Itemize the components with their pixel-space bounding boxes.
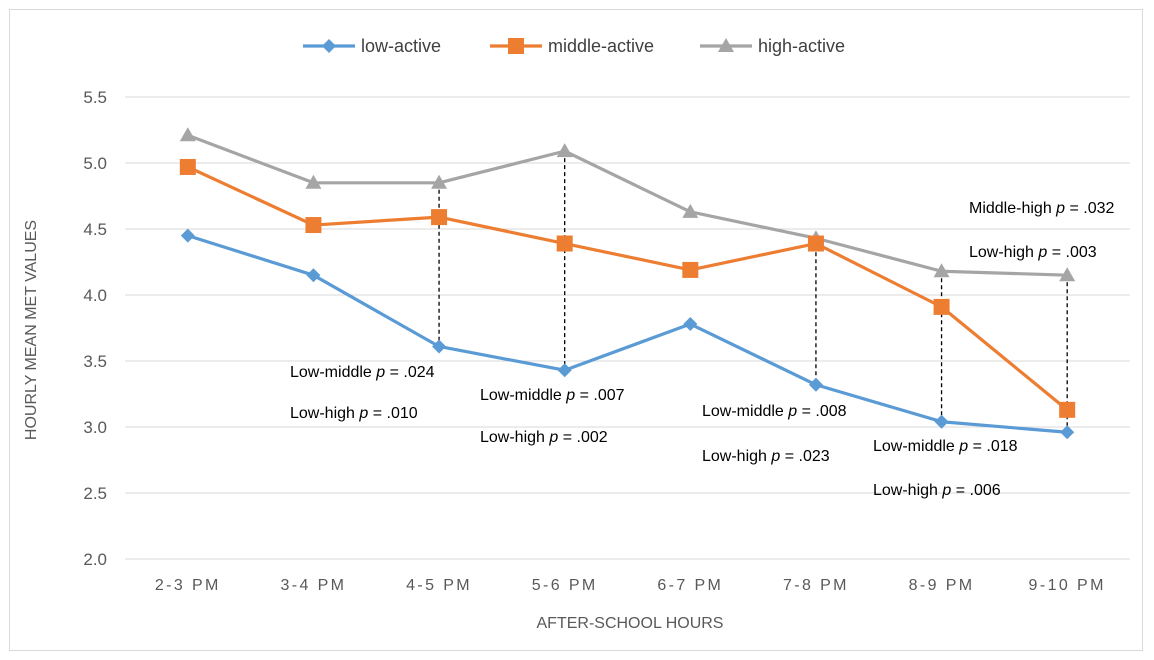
x-tick-label: 5-6 PM	[532, 577, 598, 594]
data-point	[305, 174, 322, 189]
data-point	[180, 228, 195, 243]
x-tick-label: 6-7 PM	[657, 577, 723, 594]
y-tick-label: 3.5	[83, 352, 107, 371]
annotation-text: Low-high p = .023	[702, 448, 830, 465]
series-line	[187, 133, 1068, 277]
x-tick-label: 2-3 PM	[155, 577, 221, 594]
x-tick-label: 3-4 PM	[280, 577, 346, 594]
data-series	[179, 127, 1076, 440]
series-low-active	[180, 228, 1075, 440]
data-point	[305, 217, 322, 234]
y-tick-label: 2.5	[83, 484, 107, 503]
y-axis-ticks: 2.0 2.5 3.0 3.5 4.0 4.5 5.0 5.5	[83, 88, 107, 569]
series-line	[187, 234, 1068, 434]
legend-label: high-active	[758, 36, 845, 56]
gridlines	[125, 96, 1130, 560]
chart-frame	[9, 9, 1143, 651]
data-point	[431, 174, 448, 189]
data-point	[807, 235, 824, 252]
x-tick-label: 4-5 PM	[406, 577, 472, 594]
legend-entry-low-active: low-active	[303, 36, 441, 56]
series-middle-active	[179, 158, 1076, 418]
legend-entry-high-active: high-active	[700, 36, 845, 56]
data-point	[431, 209, 448, 226]
annotation-text: Low-middle p = .007	[480, 387, 625, 404]
data-point	[557, 363, 572, 378]
legend-marker	[322, 39, 336, 53]
data-point	[683, 317, 698, 332]
data-point	[179, 127, 196, 142]
annotation-text: Low-middle p = .008	[702, 403, 847, 420]
legend-marker	[718, 38, 734, 52]
legend-label: low-active	[361, 36, 441, 56]
annotation-text: Low-high p = .003	[969, 244, 1097, 261]
data-point	[306, 268, 321, 283]
data-point	[1059, 267, 1076, 282]
data-point	[1059, 401, 1076, 418]
data-point	[1060, 425, 1075, 440]
data-point	[432, 339, 447, 354]
y-tick-label: 2.0	[83, 550, 107, 569]
y-tick-label: 4.5	[83, 220, 107, 239]
legend-label: middle-active	[548, 36, 654, 56]
annotation-text: Low-middle p = .024	[290, 364, 435, 381]
significance-annotations: Low-middle p = .024 Low-high p = .010 Low-…	[290, 200, 1115, 499]
data-point	[933, 298, 950, 315]
legend: low-active middle-active high-active	[303, 36, 845, 56]
data-point	[179, 158, 196, 175]
y-tick-label: 5.5	[83, 88, 107, 107]
significance-droplines	[438, 151, 1068, 433]
annotation-text: Middle-high p = .032	[969, 200, 1115, 217]
x-tick-label: 7-8 PM	[783, 577, 849, 594]
data-point	[556, 143, 573, 158]
legend-marker	[508, 38, 524, 54]
x-axis-ticks: 2-3 PM 3-4 PM 4-5 PM 5-6 PM 6-7 PM 7-8 PM 8-9 …	[155, 577, 1106, 594]
series-line	[187, 165, 1069, 412]
y-tick-label: 5.0	[83, 154, 107, 173]
x-tick-label: 8-9 PM	[909, 577, 975, 594]
legend-entry-middle-active: middle-active	[490, 36, 654, 56]
annotation-text: Low-middle p = .018	[873, 438, 1018, 455]
annotation-text: Low-high p = .002	[480, 429, 608, 446]
data-point	[682, 203, 699, 218]
annotation-text: Low-high p = .006	[873, 482, 1001, 499]
x-tick-label: 9-10 PM	[1029, 577, 1106, 594]
data-point	[682, 261, 699, 278]
data-point	[808, 377, 823, 392]
y-tick-label: 4.0	[83, 286, 107, 305]
y-tick-label: 3.0	[83, 418, 107, 437]
data-point	[556, 235, 573, 252]
x-axis-title: AFTER-SCHOOL HOURS	[537, 615, 724, 632]
data-point	[934, 414, 949, 429]
data-point	[933, 263, 950, 278]
y-axis-title: HOURLY MEAN MET VALUES	[23, 220, 40, 440]
annotation-text: Low-high p = .010	[290, 405, 418, 422]
